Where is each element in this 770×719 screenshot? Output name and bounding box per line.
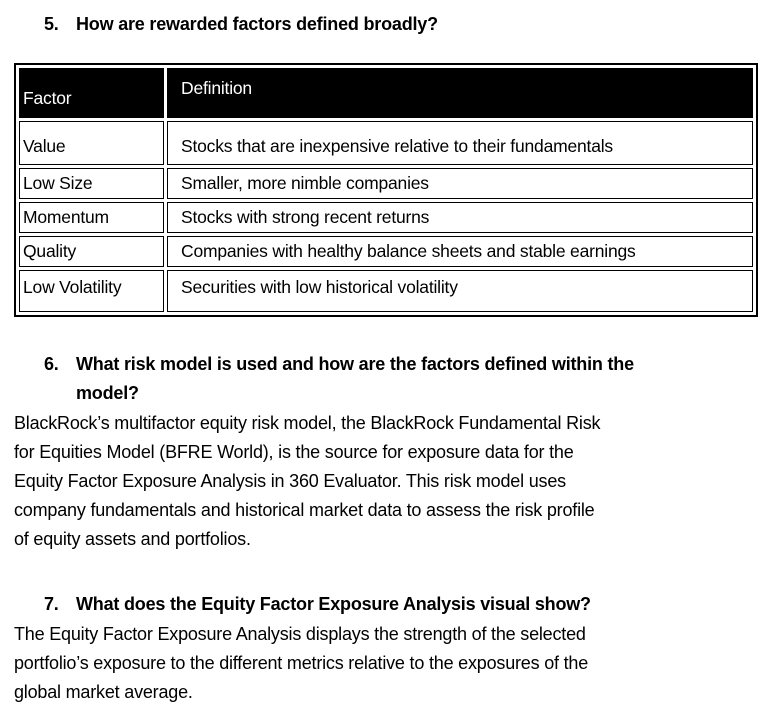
question-5: 5. How are rewarded factors defined broa…: [14, 10, 758, 39]
text-line: global market average.: [14, 682, 193, 702]
table-row: Low Volatility Securities with low histor…: [19, 270, 753, 312]
factor-cell: Quality: [19, 236, 164, 267]
text-line: What does the Equity Factor Exposure Ana…: [76, 594, 591, 614]
factor-cell: Low Volatility: [19, 270, 164, 312]
question-7-text: What does the Equity Factor Exposure Ana…: [76, 590, 591, 619]
text-line: How are rewarded factors defined broadly…: [76, 14, 438, 34]
factor-cell: Value: [19, 121, 164, 165]
definition-cell: Securities with low historical volatilit…: [167, 270, 753, 312]
factor-table-body: Value Stocks that are inexpensive relativ…: [19, 121, 753, 312]
question-6-number: 6.: [44, 354, 59, 374]
text-line: company fundamentals and historical mark…: [14, 500, 595, 520]
text-line: What risk model is used and how are the …: [76, 354, 634, 374]
question-6-text: What risk model is used and how are the …: [76, 350, 634, 408]
factor-cell: Momentum: [19, 202, 164, 233]
answer-6-paragraph: BlackRock’s multifactor equity risk mode…: [14, 409, 758, 554]
factor-definition-table: Factor Definition Value Stocks that are i…: [14, 63, 758, 317]
definition-cell: Companies with healthy balance sheets an…: [167, 236, 753, 267]
question-5-text: How are rewarded factors defined broadly…: [76, 10, 438, 39]
question-6: 6. What risk model is used and how are t…: [14, 350, 758, 408]
text-line: The Equity Factor Exposure Analysis disp…: [14, 624, 586, 644]
answer-7-paragraph: The Equity Factor Exposure Analysis disp…: [14, 620, 758, 707]
text-line: of equity assets and portfolios.: [14, 529, 251, 549]
factor-table-head: Factor Definition: [19, 68, 753, 118]
definition-cell: Smaller, more nimble companies: [167, 168, 753, 199]
question-7: 7. What does the Equity Factor Exposure …: [14, 590, 758, 619]
definition-cell: Stocks with strong recent returns: [167, 202, 753, 233]
text-line: portfolio’s exposure to the different me…: [14, 653, 589, 673]
question-7-number: 7.: [44, 594, 59, 614]
table-row: Low Size Smaller, more nimble companies: [19, 168, 753, 199]
text-line: Equity Factor Exposure Analysis in 360 E…: [14, 471, 566, 491]
table-row: Quality Companies with healthy balance sh…: [19, 236, 753, 267]
text-line: model?: [76, 383, 139, 403]
factor-column-header: Factor: [19, 68, 164, 118]
question-5-number: 5.: [44, 14, 59, 34]
text-line: for Equities Model (BFRE World), is the …: [14, 442, 574, 462]
definition-cell: Stocks that are inexpensive relative to …: [167, 121, 753, 165]
factor-cell: Low Size: [19, 168, 164, 199]
table-row: Value Stocks that are inexpensive relativ…: [19, 121, 753, 165]
text-line: BlackRock’s multifactor equity risk mode…: [14, 413, 601, 433]
definition-column-header: Definition: [167, 68, 753, 118]
table-header-row: Factor Definition: [19, 68, 753, 118]
table-row: Momentum Stocks with strong recent return…: [19, 202, 753, 233]
